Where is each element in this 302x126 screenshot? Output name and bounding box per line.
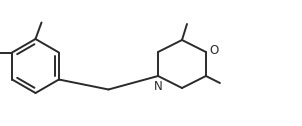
Text: N: N <box>154 80 162 93</box>
Text: O: O <box>209 44 218 57</box>
